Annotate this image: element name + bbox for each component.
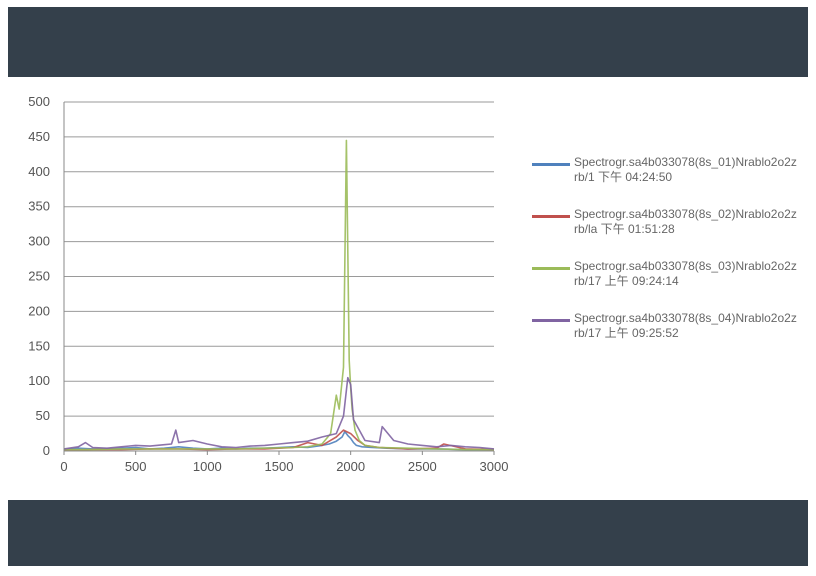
footer-banner bbox=[8, 500, 808, 566]
y-tick-label: 450 bbox=[28, 129, 50, 144]
y-tick-label: 400 bbox=[28, 164, 50, 179]
series-line-4 bbox=[63, 376, 495, 450]
legend-label: Spectrogr.sa4b033078(8s_02)Nrablo2o2zrb/… bbox=[574, 207, 797, 236]
x-tick-label: 0 bbox=[60, 459, 67, 474]
x-tick-label: 1000 bbox=[193, 459, 222, 474]
y-tick-label: 100 bbox=[28, 373, 50, 388]
x-tick-label: 1500 bbox=[265, 459, 294, 474]
axes: 0 50 100 150 200 250 300 350 400 450 500 0 500 1000 15… bbox=[28, 94, 508, 474]
y-tick-label: 0 bbox=[43, 443, 50, 458]
legend-swatch bbox=[532, 163, 570, 166]
legend-swatch bbox=[532, 319, 570, 322]
series-lines bbox=[63, 139, 495, 452]
x-tick-label: 3000 bbox=[480, 459, 509, 474]
legend-label: Spectrogr.sa4b033078(8s_04)Nrablo2o2zrb/… bbox=[574, 311, 797, 340]
legend-label: Spectrogr.sa4b033078(8s_03)Nrablo2o2zrb/… bbox=[574, 259, 797, 288]
y-tick-label: 350 bbox=[28, 199, 50, 214]
gridlines bbox=[64, 101, 494, 452]
y-tick-label: 200 bbox=[28, 303, 50, 318]
y-tick-label: 500 bbox=[28, 94, 50, 109]
series-line-3 bbox=[64, 139, 494, 451]
y-tick-label: 150 bbox=[28, 338, 50, 353]
y-tick-label: 50 bbox=[36, 408, 50, 423]
y-tick-label: 250 bbox=[28, 269, 50, 284]
legend-swatch bbox=[532, 267, 570, 270]
x-tick-label: 500 bbox=[125, 459, 147, 474]
x-tick-label: 2000 bbox=[336, 459, 365, 474]
legend-item-4: Spectrogr.sa4b033078(8s_04)Nrablo2o2zrb/… bbox=[532, 311, 802, 341]
legend-item-1: Spectrogr.sa4b033078(8s_01)Nrablo2o2zrb/… bbox=[532, 155, 802, 185]
legend-item-3: Spectrogr.sa4b033078(8s_03)Nrablo2o2zrb/… bbox=[532, 259, 802, 289]
legend-label: Spectrogr.sa4b033078(8s_01)Nrablo2o2zrb/… bbox=[574, 155, 797, 184]
line-chart: 0 50 100 150 200 250 300 350 400 450 500 0 500 1000 15… bbox=[28, 94, 508, 474]
legend-swatch bbox=[532, 215, 570, 218]
y-tick-label: 300 bbox=[28, 234, 50, 249]
chart-legend: Spectrogr.sa4b033078(8s_01)Nrablo2o2zrb/… bbox=[532, 155, 802, 363]
header-banner bbox=[8, 7, 808, 77]
legend-item-2: Spectrogr.sa4b033078(8s_02)Nrablo2o2zrb/… bbox=[532, 207, 802, 237]
x-tick-label: 2500 bbox=[408, 459, 437, 474]
